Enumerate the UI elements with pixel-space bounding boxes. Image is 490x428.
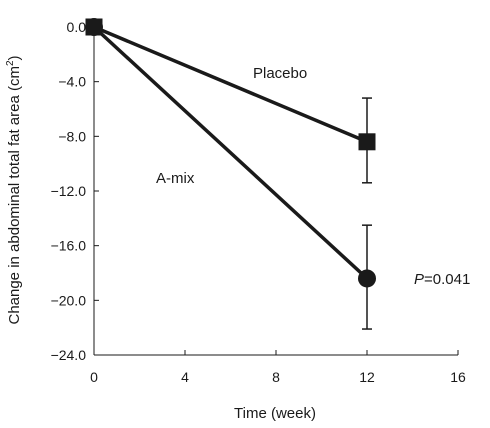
data-point-placebo — [358, 133, 376, 151]
y-axis-title: Change in abdominal total fat area (cm2) — [5, 55, 23, 324]
axes: 0.0 −4.0 −8.0 −12.0 −16.0 −20.0 −24.00 4 8 12 16 — [51, 19, 466, 385]
p-value-symbol: P — [414, 271, 424, 288]
x-axis-title: Time (week) — [234, 405, 316, 422]
y-tick-label: −24.0 — [51, 347, 87, 363]
y-tick-label: −12.0 — [51, 183, 87, 199]
data-point-a-mix — [358, 269, 376, 288]
x-tick-label: 8 — [272, 369, 280, 385]
y-axis-title-main: Change in abdominal total fat area (cm — [6, 66, 23, 324]
y-tick-label: −8.0 — [58, 128, 86, 144]
y-tick-label: −20.0 — [51, 292, 87, 308]
series-layer — [85, 18, 376, 330]
x-tick-label: 16 — [450, 369, 466, 385]
x-tick-label: 12 — [359, 369, 375, 385]
series-line-placebo — [93, 25, 368, 144]
x-tick-label: 4 — [181, 369, 189, 385]
y-axis-title-superscript: 2 — [5, 60, 16, 66]
y-tick-label: −16.0 — [51, 238, 87, 254]
data-point-a-mix — [85, 18, 103, 36]
x-tick-label: 0 — [90, 369, 98, 385]
y-axis-title-close: ) — [6, 55, 23, 60]
series-label-a-mix: A-mix — [156, 170, 195, 187]
p-value-number: =0.041 — [424, 271, 470, 288]
p-value-annotation: P=0.041 — [414, 271, 470, 288]
y-tick-label: 0.0 — [67, 19, 87, 35]
y-tick-label: −4.0 — [58, 74, 86, 90]
series-label-placebo: Placebo — [253, 65, 307, 82]
series-line-a-mix — [92, 25, 369, 280]
